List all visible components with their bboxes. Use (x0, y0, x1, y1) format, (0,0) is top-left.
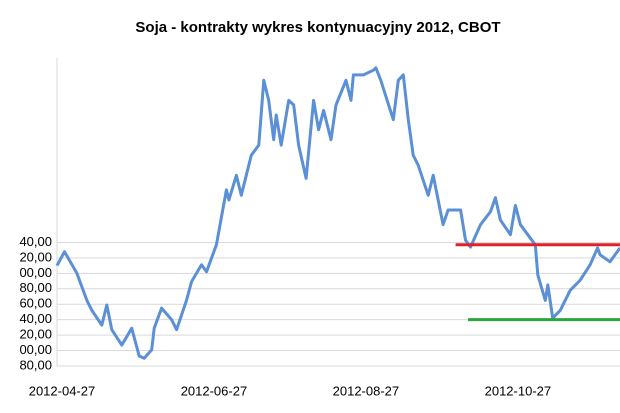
y-tick-label: 00,00 (19, 265, 52, 280)
y-tick-label: 20,00 (19, 327, 52, 342)
y-tick-label: 40,00 (19, 311, 52, 326)
y-tick-label: 60,00 (19, 296, 52, 311)
y-tick-label: 20,00 (19, 249, 52, 264)
y-tick-label: 80,00 (19, 357, 52, 372)
x-tick-label: 2012-10-27 (485, 383, 552, 398)
y-tick-label: 00,00 (19, 342, 52, 357)
x-tick-label: 2012-04-27 (29, 383, 96, 398)
y-tick-label: 40,00 (19, 234, 52, 249)
chart-title: Soja - kontrakty wykres kontynuacyjny 20… (135, 19, 500, 36)
y-tick-label: 80,00 (19, 280, 52, 295)
x-tick-label: 2012-06-27 (181, 383, 248, 398)
x-tick-label: 2012-08-27 (333, 383, 400, 398)
price-line (55, 66, 620, 360)
